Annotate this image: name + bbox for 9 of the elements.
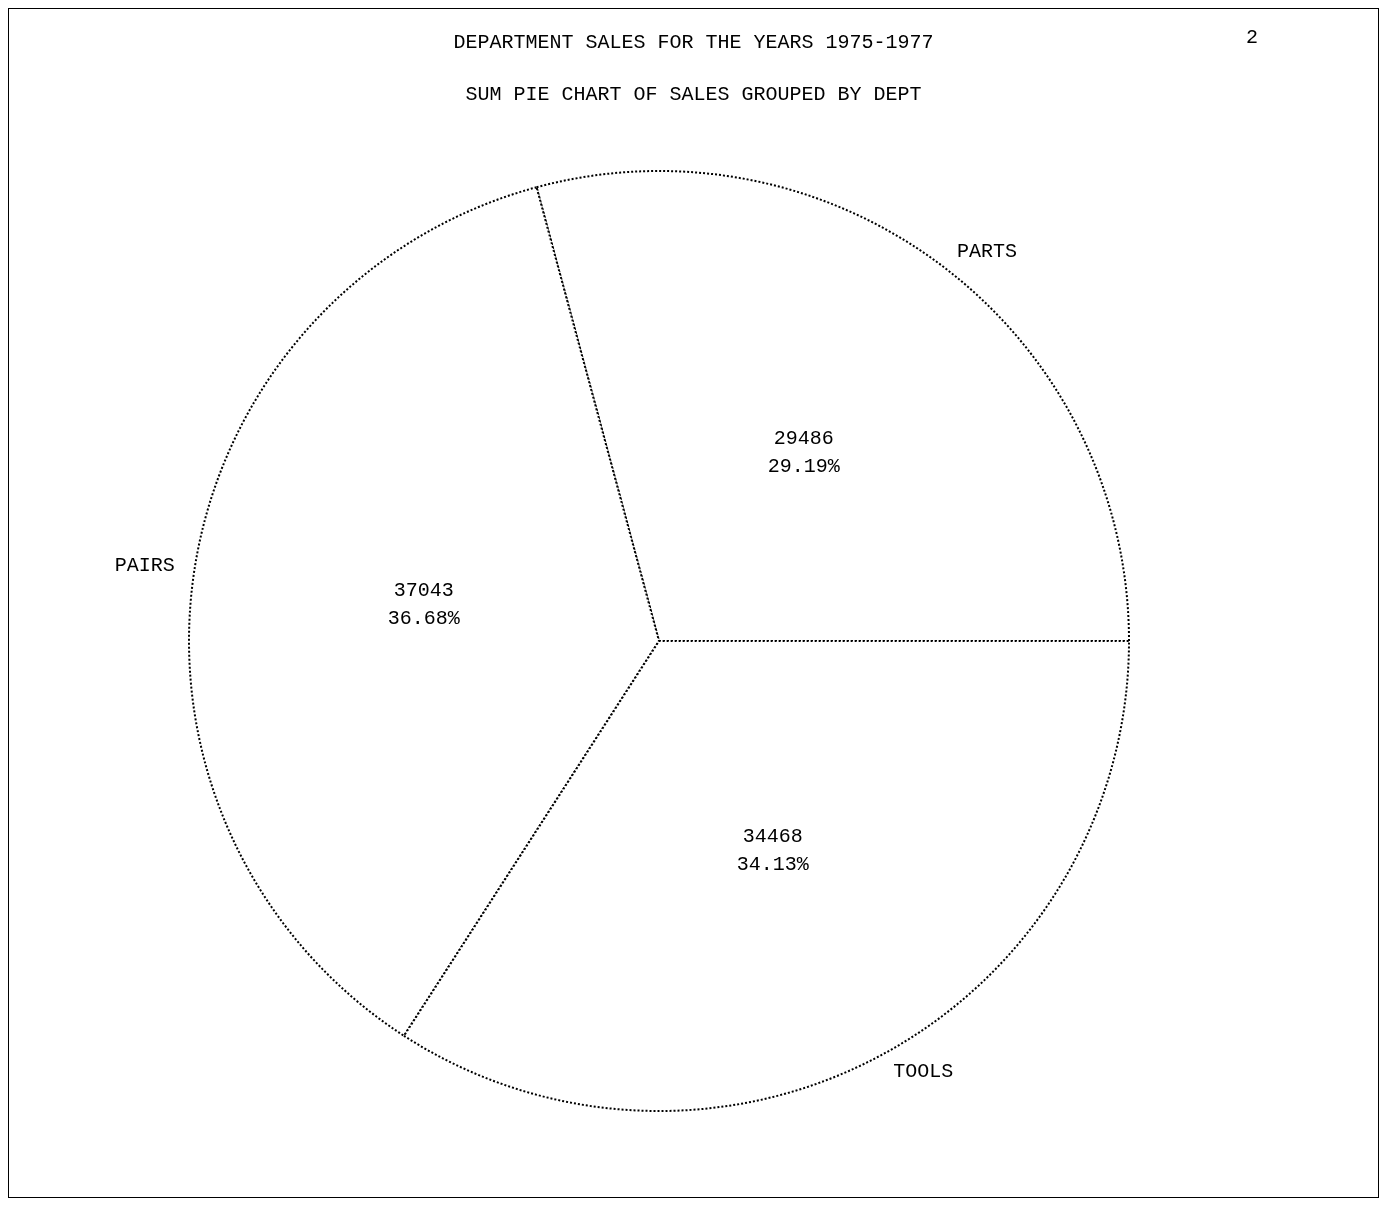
slice-label: PARTS xyxy=(956,240,1017,264)
data-label: 37043 36.68% xyxy=(387,578,461,630)
text: 2 xyxy=(1246,25,1259,49)
chart-title: DEPARTMENT SALES FOR THE YEARS 1975-1977 xyxy=(453,30,934,54)
data-label: 29486 29.19% xyxy=(767,426,841,478)
chart-subtitle: SUM PIE CHART OF SALES GROUPED BY DEPT xyxy=(465,82,922,106)
slice-label: PAIRS xyxy=(114,553,175,577)
slice-label: TOOLS xyxy=(893,1059,954,1083)
data-label: 34468 34.13% xyxy=(736,824,810,876)
